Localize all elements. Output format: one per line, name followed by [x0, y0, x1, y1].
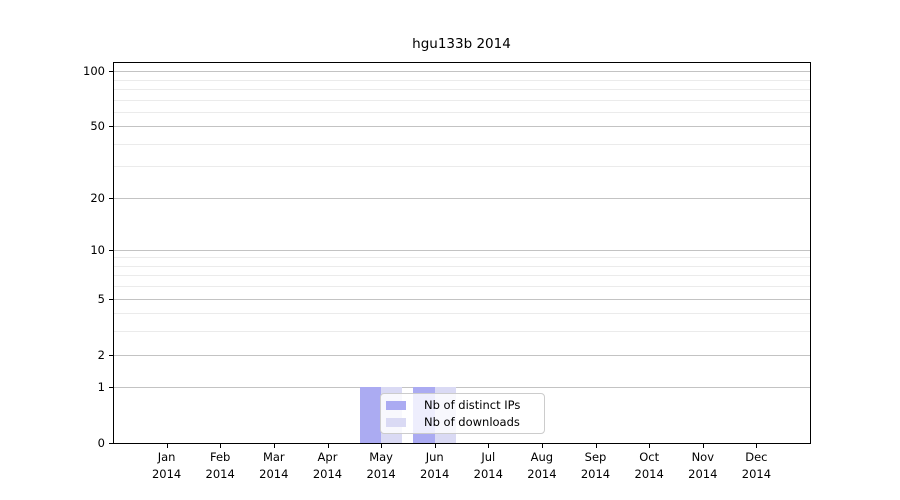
gridline-minor	[114, 265, 810, 267]
gridline-minor	[114, 143, 810, 145]
x-tick-mark	[702, 444, 704, 448]
x-tick-month: Dec	[745, 450, 768, 464]
gridline-minor	[114, 79, 810, 81]
y-tick-label: 1	[97, 380, 105, 395]
legend-swatch-icon	[386, 400, 406, 410]
y-tick-mark	[109, 387, 113, 389]
x-tick-mark	[381, 444, 383, 448]
gridline-major	[114, 126, 810, 128]
legend-label: Nb of downloads	[424, 414, 520, 429]
legend: Nb of distinct IPs Nb of downloads	[380, 393, 545, 434]
gridline-major	[114, 197, 810, 199]
x-tick-mark	[273, 444, 275, 448]
y-tick-label: 5	[97, 291, 105, 306]
x-tick-month: May	[369, 450, 393, 464]
gridline-major	[114, 298, 810, 300]
y-tick-label: 20	[90, 190, 105, 205]
legend-row: Nb of distinct IPs	[386, 397, 544, 412]
legend-swatch-icon	[386, 417, 406, 427]
x-tick-label: Jun 2014	[408, 449, 462, 483]
y-tick-mark	[109, 298, 113, 300]
gridline-minor	[114, 331, 810, 333]
x-tick-label: Feb 2014	[193, 449, 247, 483]
x-tick-label: Mar 2014	[247, 449, 301, 483]
x-tick-month: Jan	[157, 450, 176, 464]
x-tick-month: Nov	[691, 450, 715, 464]
x-tick-year: 2014	[420, 467, 450, 481]
x-tick-label: Jul 2014	[461, 449, 515, 483]
gridline-minor	[114, 99, 810, 101]
bar-distinct-ips-may	[359, 387, 382, 443]
x-tick-month: Apr	[317, 450, 338, 464]
x-tick-mark	[541, 444, 543, 448]
x-tick-year: 2014	[312, 467, 343, 481]
gridline-major	[114, 354, 810, 356]
x-tick-year: 2014	[205, 467, 235, 481]
x-tick-year: 2014	[527, 467, 557, 481]
x-tick-label: Nov 2014	[676, 449, 730, 483]
y-tick-label: 10	[90, 242, 105, 257]
x-tick-year: 2014	[634, 467, 664, 481]
x-tick-mark	[649, 444, 651, 448]
x-tick-year: 2014	[151, 467, 182, 481]
x-tick-year: 2014	[688, 467, 718, 481]
gridline-minor	[114, 257, 810, 259]
y-tick-mark	[109, 197, 113, 199]
y-tick-mark	[109, 354, 113, 356]
gridline-minor	[114, 286, 810, 288]
gridline-major	[114, 387, 810, 389]
gridline-minor	[114, 275, 810, 277]
x-tick-mark	[327, 444, 329, 448]
gridline-minor	[114, 88, 810, 90]
gridline-minor	[114, 313, 810, 315]
plot-area	[113, 62, 811, 444]
gridline-minor	[114, 166, 810, 168]
y-tick-label: 100	[83, 64, 105, 78]
y-tick-label: 50	[90, 119, 105, 134]
gridline-minor	[114, 111, 810, 113]
x-tick-year: 2014	[366, 467, 396, 481]
chart-title: hgu133b 2014	[412, 36, 511, 52]
x-tick-label: Jan 2014	[140, 449, 194, 483]
x-tick-year: 2014	[580, 467, 611, 481]
y-tick-label: 0	[97, 436, 105, 450]
x-tick-month: Oct	[639, 450, 660, 464]
y-tick-mark	[109, 443, 113, 444]
x-tick-mark	[488, 444, 490, 448]
x-tick-month: Jul	[481, 450, 496, 464]
x-tick-mark	[434, 444, 436, 448]
x-tick-month: Aug	[530, 450, 554, 464]
x-tick-label: Oct 2014	[622, 449, 676, 483]
x-tick-mark	[220, 444, 222, 448]
gridline-major	[114, 249, 810, 251]
x-tick-month: Feb	[210, 450, 231, 464]
y-tick-mark	[109, 71, 113, 72]
x-tick-label: May 2014	[354, 449, 408, 483]
x-tick-mark	[595, 444, 597, 448]
gridline-major	[114, 71, 810, 72]
x-tick-mark	[166, 444, 168, 448]
x-tick-year: 2014	[259, 467, 289, 481]
x-tick-month: Sep	[584, 450, 607, 464]
x-tick-label: Dec 2014	[729, 449, 783, 483]
x-tick-month: Jun	[425, 450, 444, 464]
legend-label: Nb of distinct IPs	[424, 397, 521, 412]
y-tick-label: 2	[97, 347, 105, 362]
x-tick-label: Sep 2014	[569, 449, 623, 483]
x-tick-month: Mar	[262, 450, 285, 464]
y-tick-mark	[109, 249, 113, 251]
legend-row: Nb of downloads	[386, 414, 544, 429]
x-tick-year: 2014	[741, 467, 772, 481]
x-tick-label: Aug 2014	[515, 449, 569, 483]
x-tick-label: Apr 2014	[301, 449, 355, 483]
y-tick-mark	[109, 126, 113, 128]
x-tick-year: 2014	[473, 467, 503, 481]
x-tick-mark	[756, 444, 758, 448]
